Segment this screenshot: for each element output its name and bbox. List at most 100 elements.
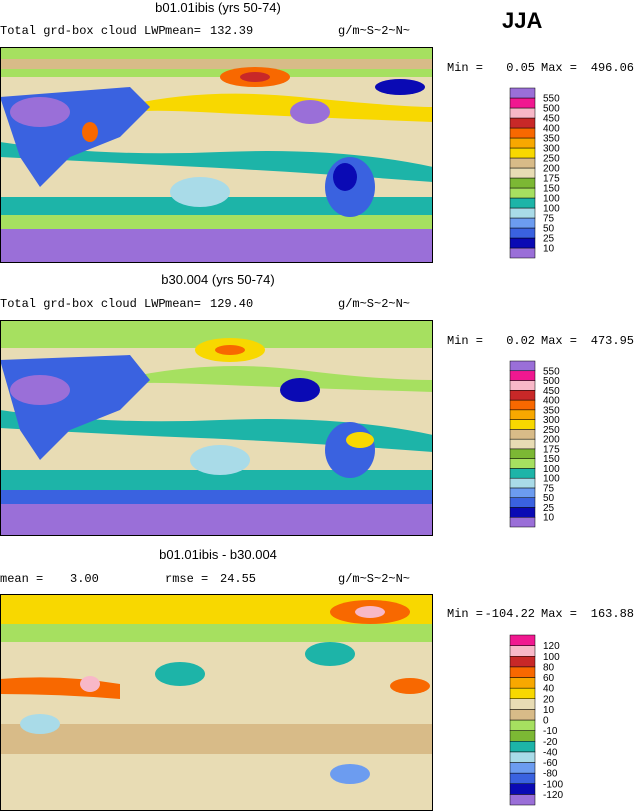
- colorbar-label: 175: [543, 444, 560, 455]
- min-label: Min =: [447, 607, 483, 621]
- units-label: g/m~S~2~N~: [338, 24, 410, 38]
- colorbar-box: [509, 370, 536, 381]
- units-label: g/m~S~2~N~: [338, 572, 410, 586]
- season-label: JJA: [502, 8, 542, 33]
- mean-label: mean =: [0, 572, 43, 586]
- mean-value: 132.39: [210, 24, 253, 38]
- colorbar-box: [509, 468, 536, 479]
- colorbar-box: [509, 666, 536, 678]
- colorbar-box: [509, 709, 536, 721]
- colorbar-label: -80: [543, 769, 558, 780]
- rmse-label: rmse =: [165, 572, 208, 586]
- colorbar-box: [509, 107, 536, 119]
- colorbar-box: [509, 117, 536, 129]
- colorbar-box: [509, 516, 536, 528]
- colorbar-box: [509, 656, 536, 668]
- min-label: Min =: [447, 61, 483, 75]
- min-value: 0.05: [506, 61, 535, 75]
- colorbar-box: [509, 698, 536, 710]
- variable-label: Total grd-box cloud LWP: [0, 297, 166, 311]
- colorbar-label: -40: [543, 747, 558, 758]
- mean-value: 3.00: [70, 572, 99, 586]
- panel-title: b30.004 (yrs 50-74): [161, 272, 274, 287]
- colorbar-label: 175: [543, 174, 560, 185]
- colorbar-label: 550: [543, 366, 560, 377]
- colorbar-label: -120: [543, 790, 563, 801]
- colorbar-label: 20: [543, 694, 555, 705]
- colorbar-box: [509, 187, 536, 199]
- colorbar-label: 450: [543, 114, 560, 125]
- colorbar-box: [509, 783, 536, 795]
- colorbar-label: 100: [543, 194, 560, 205]
- colorbar-label: 100: [543, 652, 560, 663]
- map-frame: [0, 47, 433, 263]
- colorbar-box: [509, 247, 536, 259]
- colorbar-label: 200: [543, 435, 560, 446]
- mean-value: 129.40: [210, 297, 253, 311]
- min-value: 0.02: [506, 334, 535, 348]
- colorbar-label: 150: [543, 454, 560, 465]
- colorbar-label: 450: [543, 386, 560, 397]
- colorbar-label: 0: [543, 716, 549, 727]
- max-value: 473.95: [591, 334, 634, 348]
- mean-label: mean=: [165, 24, 201, 38]
- map: [0, 594, 433, 811]
- colorbar-label: 150: [543, 184, 560, 195]
- colorbar-label: 50: [543, 493, 555, 504]
- colorbar-label: -100: [543, 779, 563, 790]
- colorbar-box: [509, 458, 536, 469]
- colorbar-label: 350: [543, 405, 560, 416]
- max-label: Max =: [541, 607, 577, 621]
- colorbar-box: [509, 207, 536, 219]
- min-label: Min =: [447, 334, 483, 348]
- colorbar-box: [509, 157, 536, 169]
- colorbar-box: [509, 487, 536, 498]
- colorbar-box: [509, 794, 536, 806]
- colorbar-box: [509, 438, 536, 450]
- colorbar-box: [509, 677, 536, 689]
- colorbar-label: 500: [543, 104, 560, 115]
- max-value: 163.88: [591, 607, 634, 621]
- colorbar-box: [509, 719, 536, 731]
- panel-title: b01.01ibis - b30.004: [159, 547, 277, 562]
- colorbar-box: [509, 477, 536, 489]
- colorbar-label: 200: [543, 164, 560, 175]
- colorbar-label: 10: [543, 513, 555, 524]
- colorbar-label: 550: [543, 94, 560, 105]
- colorbar-box: [509, 448, 536, 459]
- colorbar-box: [509, 177, 536, 189]
- max-value: 496.06: [591, 61, 634, 75]
- max-label: Max =: [541, 334, 577, 348]
- colorbar-box: [509, 380, 536, 391]
- map-frame: [0, 320, 433, 536]
- colorbar-label: 300: [543, 415, 560, 426]
- colorbar-box: [509, 137, 536, 149]
- colorbar-box: [509, 730, 536, 742]
- colorbar-label: 75: [543, 483, 555, 494]
- colorbar-label: 80: [543, 662, 555, 673]
- colorbar-box: [509, 127, 536, 139]
- colorbar-box: [509, 399, 536, 411]
- colorbar-box: [509, 360, 536, 372]
- colorbar-label: 400: [543, 124, 560, 135]
- colorbar-box: [509, 429, 536, 440]
- colorbar-box: [509, 217, 536, 229]
- colorbar-box: [509, 419, 536, 430]
- colorbar-box: [509, 507, 536, 518]
- colorbar-label: -10: [543, 726, 558, 737]
- map: [0, 320, 433, 536]
- colorbar-box: [509, 87, 536, 99]
- colorbar-label: 100: [543, 474, 560, 485]
- units-label: g/m~S~2~N~: [338, 297, 410, 311]
- colorbar-label: -20: [543, 737, 558, 748]
- max-label: Max =: [541, 61, 577, 75]
- colorbar-box: [509, 167, 536, 179]
- colorbar-label: 25: [543, 234, 555, 245]
- colorbar-box: [509, 634, 536, 646]
- colorbar-box: [509, 197, 536, 209]
- colorbar-box: [509, 390, 536, 401]
- colorbar-box: [509, 97, 536, 109]
- colorbar-label: 300: [543, 144, 560, 155]
- panel-title: b01.01ibis (yrs 50-74): [155, 0, 281, 15]
